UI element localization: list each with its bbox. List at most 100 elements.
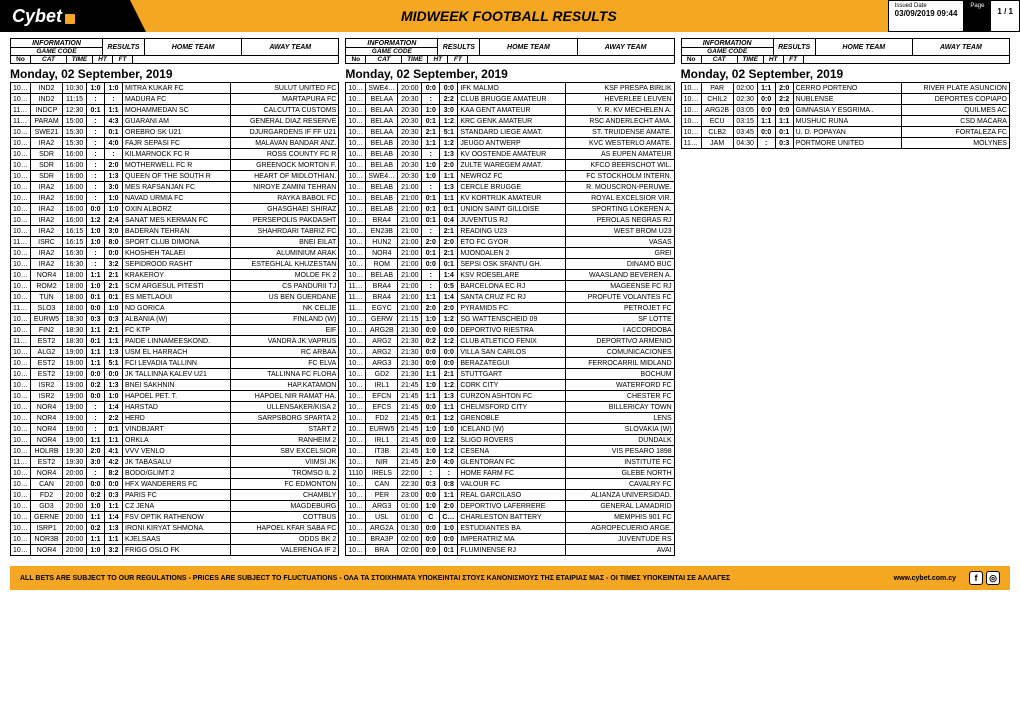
cell-home: SCM ARGESUL PITESTI xyxy=(123,281,231,292)
cell-away: KVC WESTERLO AMATE. xyxy=(566,138,674,149)
cell-home: OREBRO SK U21 xyxy=(123,127,231,138)
table-row: 1027EST219:001:15:1FCI LEVADIA TALLINNFC… xyxy=(11,358,339,369)
table-row: 1085CLB203:450:00:1U. D. POPAYANFORTALEZ… xyxy=(681,127,1009,138)
cell-no: 1073 xyxy=(346,413,366,424)
cell-home: BARCELONA EC RJ xyxy=(458,281,566,292)
cell-time: 20:30 xyxy=(398,127,422,138)
cell-away: CALCUTTA CUSTOMS xyxy=(231,105,339,116)
cell-time: 01:30 xyxy=(398,523,422,534)
cell-cat: SWE21 xyxy=(31,127,63,138)
cell-ht: 1:1 xyxy=(757,116,775,127)
cell-home: UNION SAINT GILLOISE xyxy=(458,204,566,215)
cell-time: 20:00 xyxy=(63,468,87,479)
cell-away: AVAI xyxy=(566,545,674,556)
cell-ht: 0:0 xyxy=(87,204,105,215)
table-row: 1076IT3B21:451:01:2CESENAVIS PESARO 1898 xyxy=(346,446,674,457)
cell-home: BADERAN TEHRAN xyxy=(123,226,231,237)
cell-ft: 0:4 xyxy=(440,215,458,226)
cell-no: 1094 xyxy=(11,204,31,215)
cell-ft: 1:2 xyxy=(440,336,458,347)
header-information: INFORMATION xyxy=(11,40,102,47)
logo: Cybet xyxy=(0,0,130,32)
cell-cat: PAR xyxy=(701,83,733,94)
cell-ht: 1:1 xyxy=(87,435,105,446)
cell-cat: ARG2 xyxy=(366,347,398,358)
cell-no: 1087 xyxy=(681,94,701,105)
cell-away: SHAHRDARI TABRIZ FC xyxy=(231,226,339,237)
table-row: 1042NOR3B20:001:11:1KJELSAASODDS BK 2 xyxy=(11,534,339,545)
cell-ht: : xyxy=(87,424,105,435)
cell-no: 1033 xyxy=(11,424,31,435)
cell-no: 1022 xyxy=(11,270,31,281)
header-no: No xyxy=(682,56,702,63)
table-row: 1057BELAB21:000:10:1UNION SAINT GILLOISE… xyxy=(346,204,674,215)
cell-away: NK CELJE xyxy=(231,303,339,314)
cell-away: WATERFORD FC xyxy=(566,380,674,391)
table-row: 1088ARG2B03:050:00:0GIMNASIA Y ESGRIMA .… xyxy=(681,105,1009,116)
cell-home: MOHAMMEDAN SC xyxy=(123,105,231,116)
cell-home: SEPIDROOD RASHT xyxy=(123,259,231,270)
cell-ft: 0:0 xyxy=(440,534,458,545)
cell-away: ODDS BK 2 xyxy=(231,534,339,545)
cell-away: VASAS xyxy=(566,237,674,248)
cell-home: PAIDE LINNAMEESKOND. xyxy=(123,336,231,347)
cell-no: 1070 xyxy=(346,369,366,380)
cell-ft: 1:2 xyxy=(440,116,458,127)
header-information: INFORMATION xyxy=(682,40,773,47)
cell-ft: 2:0 xyxy=(105,160,123,171)
cell-cat: SLO3 xyxy=(31,303,63,314)
cell-ht: : xyxy=(87,259,105,270)
cell-cat: ARG2B xyxy=(366,325,398,336)
cell-cat: IRA2 xyxy=(31,204,63,215)
cell-cat: ISRP1 xyxy=(31,523,63,534)
cell-home: CHARLESTON BATTERY xyxy=(458,512,566,523)
cell-ht: 1:0 xyxy=(87,237,105,248)
cell-ht: 3:0 xyxy=(87,457,105,468)
table-row: 1071EFCN21:451:11:3CURZON ASHTON FCCHEST… xyxy=(346,391,674,402)
table-row: 1110IRELS22:00::HOME FARM FCGLEBE NORTH xyxy=(346,468,674,479)
cell-ht: 1:0 xyxy=(422,314,440,325)
cell-away: FC EDMONTON xyxy=(231,479,339,490)
instagram-icon[interactable]: ◎ xyxy=(986,571,1000,585)
cell-ft: 1:0 xyxy=(440,424,458,435)
cell-home: FC KTP xyxy=(123,325,231,336)
cell-ft: 0:0 xyxy=(440,347,458,358)
cell-away: FORTALEZA FC xyxy=(901,127,1009,138)
cell-cat: TUN xyxy=(31,292,63,303)
cell-cat: EFCS xyxy=(366,402,398,413)
table-row: 1034NOR419:001:11:1ORKLARANHEIM 2 xyxy=(11,435,339,446)
cell-no: 1066 xyxy=(346,347,366,358)
footer-url[interactable]: www.cybet.com.cy xyxy=(894,575,956,582)
cell-home: ZULTE WAREGEM AMAT. xyxy=(458,160,566,171)
header-away-team: AWAY TEAM xyxy=(242,39,338,55)
facebook-icon[interactable]: f xyxy=(969,571,983,585)
cell-time: 16:00 xyxy=(63,193,87,204)
cell-ft: 2:4 xyxy=(105,215,123,226)
table-row: 1092IRA216:00:3:0MES RAFSANJAN FCNIROYE … xyxy=(11,182,339,193)
cell-ht: : xyxy=(87,402,105,413)
cell-no: 1045 xyxy=(346,94,366,105)
cell-away: ALUMINIUM ARAK xyxy=(231,248,339,259)
cell-ht: 0:0 xyxy=(422,490,440,501)
table-row: 1018SDR16:00:2:0MOTHERWELL FC RGREENOCK … xyxy=(11,160,339,171)
cell-away: GHASGHAEI SHIRAZ xyxy=(231,204,339,215)
cell-away: FC ELVA xyxy=(231,358,339,369)
cell-home: KRC GENK AMATEUR xyxy=(458,116,566,127)
cell-cat: BRA4 xyxy=(366,215,398,226)
cell-home: KILMARNOCK FC R xyxy=(123,149,231,160)
cell-no: 1063 xyxy=(346,314,366,325)
cell-time: 15:30 xyxy=(63,127,87,138)
cell-away: ROSS COUNTY FC R xyxy=(231,149,339,160)
cell-ht: 1:2 xyxy=(87,215,105,226)
cell-no: 1026 xyxy=(11,347,31,358)
cell-away: SLOVAKIA (W) xyxy=(566,424,674,435)
cell-away: ALIANZA UNIVERSIDAD. xyxy=(566,490,674,501)
cell-home: SLIGO ROVERS xyxy=(458,435,566,446)
cell-cat: ARG3 xyxy=(366,358,398,369)
header-no: No xyxy=(11,56,31,63)
cell-time: 18:30 xyxy=(63,314,87,325)
cell-ft: 4:0 xyxy=(440,457,458,468)
cell-cat: NOR4 xyxy=(31,270,63,281)
table-row: 1015NOR420:00:8:2BODO/GLIMT 2TROMSO IL 2 xyxy=(11,468,339,479)
cell-ft: 4:3 xyxy=(105,116,123,127)
